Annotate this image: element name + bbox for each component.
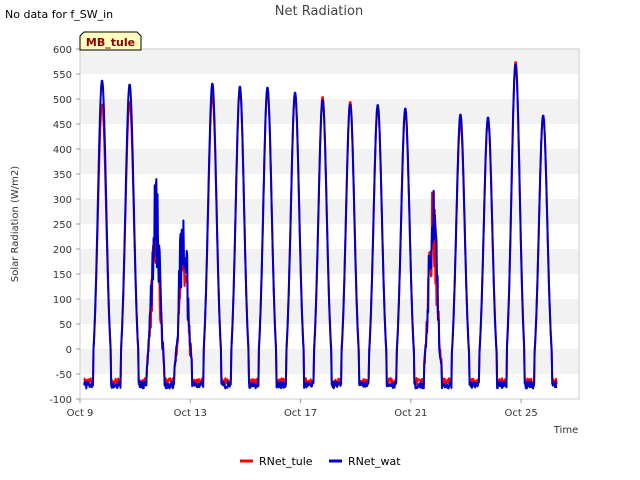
y-tick-label: 500 [53, 95, 72, 106]
x-axis-ticks: Oct 9 Oct 13 Oct 17 Oct 21 Oct 25 [67, 399, 538, 419]
y-tick-label: 50 [59, 320, 72, 331]
site-badge: MB_tule [79, 31, 142, 51]
y-tick-label: 150 [53, 270, 72, 281]
y-tick-label: 600 [53, 45, 72, 56]
x-tick-label: Oct 17 [284, 408, 317, 419]
grid-band [80, 149, 579, 174]
grid-band [80, 224, 579, 249]
x-tick-label: Oct 21 [394, 408, 427, 419]
x-tick-label: Oct 25 [505, 408, 538, 419]
y-tick-label: 350 [53, 170, 72, 181]
x-axis-title: Time [553, 425, 578, 436]
grid-band [80, 174, 579, 199]
y-tick-label: -100 [49, 395, 72, 406]
site-badge-label: MB_tule [86, 36, 135, 49]
legend-label-rnet-wat: RNet_wat [348, 455, 401, 468]
grid-band [80, 124, 579, 149]
y-tick-label: 0 [66, 345, 72, 356]
x-tick-label: Oct 9 [67, 408, 94, 419]
y-tick-label: -50 [56, 370, 72, 381]
grid-band [80, 199, 579, 224]
y-axis-ticks: -100 -50 0 50 100 150 200 250 300 350 400 450 500 550… [49, 45, 80, 406]
x-tick-label: Oct 13 [174, 408, 207, 419]
grid-band [80, 49, 579, 74]
series-layer [83, 61, 558, 390]
series-line-rnet-wat [83, 63, 558, 390]
y-axis-title: Solar Radiation (W/m2) [10, 166, 21, 282]
legend-label-rnet-tule: RNet_tule [259, 455, 313, 468]
y-tick-label: 100 [53, 295, 72, 306]
y-tick-label: 550 [53, 70, 72, 81]
no-data-note: No data for f_SW_in [5, 8, 113, 21]
grid-band [80, 99, 579, 124]
y-tick-label: 200 [53, 245, 72, 256]
y-tick-label: 250 [53, 220, 72, 231]
y-tick-label: 450 [53, 120, 72, 131]
legend: RNet_tule RNet_wat [240, 455, 401, 468]
grid-band [80, 374, 579, 399]
grid-band [80, 349, 579, 374]
chart-title: Net Radiation [275, 4, 363, 19]
y-tick-label: 300 [53, 195, 72, 206]
grid-band [80, 74, 579, 99]
y-tick-label: 400 [53, 145, 72, 156]
grid-band [80, 249, 579, 274]
